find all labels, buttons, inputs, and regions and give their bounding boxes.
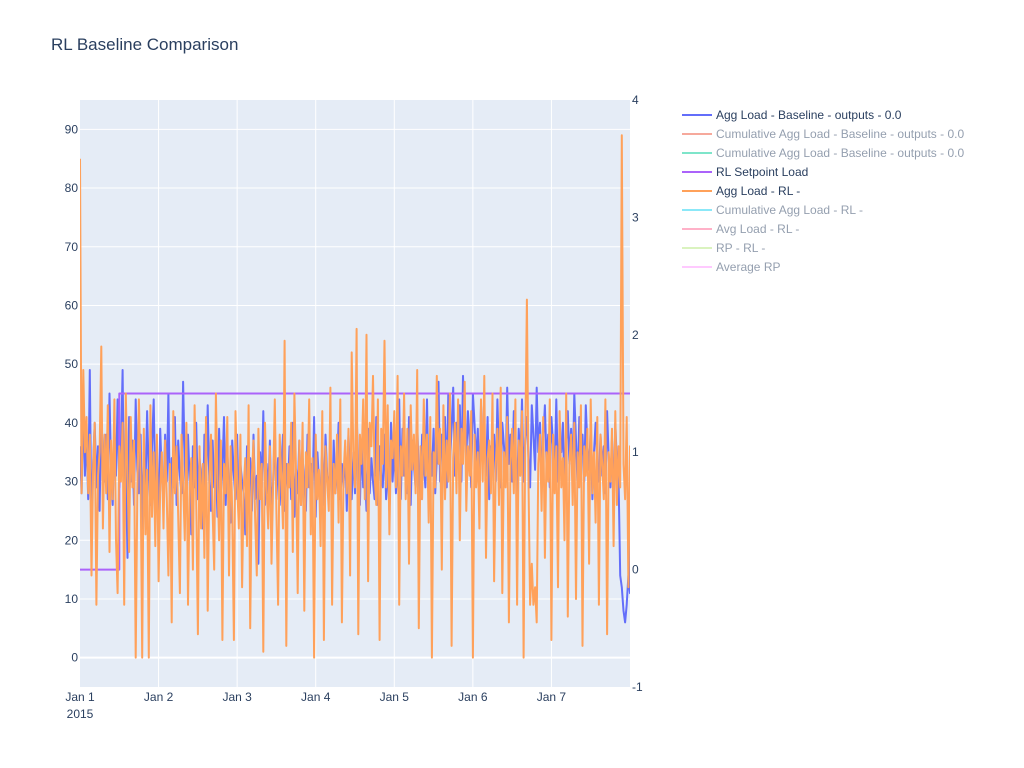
y-tick-label: 70 — [65, 240, 79, 254]
y-tick-label: 60 — [65, 298, 79, 312]
x-tick-label: Jan 4 — [301, 690, 331, 704]
x-tick-label: Jan 6 — [458, 690, 488, 704]
legend-label: Average RP — [716, 260, 780, 274]
y2-tick-label: 3 — [632, 210, 639, 224]
legend-item[interactable]: Cumulative Agg Load - Baseline - outputs… — [682, 127, 964, 141]
series-layer — [80, 134, 630, 659]
y2-tick-label: -1 — [632, 680, 643, 694]
legend-label: Agg Load - Baseline - outputs - 0.0 — [716, 108, 902, 122]
legend-label: Avg Load - RL - — [716, 222, 799, 236]
legend-label: RP - RL - — [716, 241, 765, 255]
x-tick-label: Jan 3 — [222, 690, 252, 704]
legend-item[interactable]: Agg Load - RL - — [682, 184, 800, 198]
legend-label: Cumulative Agg Load - RL - — [716, 203, 863, 217]
y2-tick-label: 2 — [632, 328, 639, 342]
legend-label: Cumulative Agg Load - Baseline - outputs… — [716, 127, 964, 141]
legend-item[interactable]: Avg Load - RL - — [682, 222, 799, 236]
y-tick-label: 30 — [65, 475, 79, 489]
y-tick-label: 90 — [65, 122, 79, 136]
y-tick-label: 40 — [65, 416, 79, 430]
legend-label: Cumulative Agg Load - Baseline - outputs… — [716, 146, 964, 160]
legend-label: RL Setpoint Load — [716, 165, 808, 179]
y2-tick-label: 1 — [632, 445, 639, 459]
legend-item[interactable]: Cumulative Agg Load - Baseline - outputs… — [682, 146, 964, 160]
chart-title: RL Baseline Comparison — [51, 35, 238, 54]
x-tick-label: Jan 2 — [144, 690, 174, 704]
plot-area — [80, 100, 630, 687]
legend-item[interactable]: Average RP — [682, 260, 780, 274]
y2-axis: -1 0 1 2 3 4 — [632, 93, 643, 694]
legend-label: Agg Load - RL - — [716, 184, 800, 198]
legend-item[interactable]: RP - RL - — [682, 241, 765, 255]
legend-item[interactable]: RL Setpoint Load — [682, 165, 808, 179]
series-line-2 — [80, 134, 630, 659]
y2-tick-label: 0 — [632, 563, 639, 577]
y-tick-label: 80 — [65, 181, 79, 195]
x-tick-year-label: 2015 — [67, 707, 94, 721]
legend: Agg Load - Baseline - outputs - 0.0 Cumul… — [682, 108, 964, 274]
x-axis: Jan 1 Jan 2 Jan 3 Jan 4 Jan 5 Jan 6 Jan 7 2015 — [65, 690, 566, 721]
legend-item[interactable]: Cumulative Agg Load - RL - — [682, 203, 863, 217]
y-tick-label: 0 — [71, 651, 78, 665]
x-tick-label: Jan 1 — [65, 690, 95, 704]
y-tick-label: 10 — [65, 592, 79, 606]
x-tick-label: Jan 7 — [537, 690, 567, 704]
y-axis: 0 10 20 30 40 50 60 70 80 90 — [65, 122, 79, 664]
y-tick-label: 50 — [65, 357, 79, 371]
y2-tick-label: 4 — [632, 93, 639, 107]
y-tick-label: 20 — [65, 533, 79, 547]
legend-item[interactable]: Agg Load - Baseline - outputs - 0.0 — [682, 108, 902, 122]
x-tick-label: Jan 5 — [380, 690, 410, 704]
